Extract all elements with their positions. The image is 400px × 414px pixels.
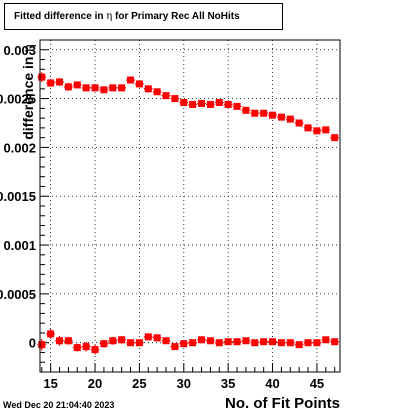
upper-series-point [91, 84, 99, 92]
lower-series-point [135, 339, 143, 347]
upper-series-point [251, 109, 259, 117]
y-tick-label: 0.002 [3, 140, 36, 155]
lower-series-point [322, 336, 330, 344]
chart-title: Fitted difference in η for Primary Rec A… [14, 11, 240, 22]
upper-series-point [73, 81, 81, 89]
upper-series-point [331, 134, 339, 142]
upper-series-point [127, 76, 135, 84]
upper-series-point [82, 84, 90, 92]
lower-series-point [144, 333, 152, 341]
upper-series-point [118, 84, 126, 92]
y-axis-label: difference in η [20, 12, 40, 172]
y-tick-label: 0.0015 [0, 189, 36, 204]
lower-series-point [224, 338, 232, 346]
upper-series-point [56, 78, 64, 86]
upper-series-point [242, 106, 250, 114]
lower-series-point [162, 337, 170, 345]
x-tick-label: 40 [265, 376, 279, 391]
x-axis-label: No. of Fit Points [225, 395, 340, 412]
y-tick-label: 0.0025 [0, 92, 36, 107]
upper-series-point [100, 86, 108, 94]
lower-series-point [91, 346, 99, 354]
upper-series-point [260, 109, 268, 117]
lower-series-point [304, 339, 312, 347]
x-tick-label: 45 [310, 376, 324, 391]
x-tick-label: 25 [132, 376, 146, 391]
upper-series-point [224, 100, 232, 108]
x-tick-label: 20 [88, 376, 102, 391]
upper-series-point [277, 113, 285, 121]
upper-series-point [109, 84, 117, 92]
lower-series-point [295, 341, 303, 349]
lower-series-point [242, 337, 250, 345]
lower-series-point [100, 340, 108, 348]
chart-title-prefix: Fitted difference in [14, 11, 104, 22]
lower-series-point [171, 343, 179, 351]
lower-series-point [277, 339, 285, 347]
y-tick-label: 0 [29, 336, 36, 351]
upper-series-point [269, 111, 277, 119]
lower-series-point [286, 339, 294, 347]
lower-series-point [206, 337, 214, 345]
lower-series-point [269, 338, 277, 346]
lower-series-point [47, 330, 55, 338]
lower-series-point [64, 337, 72, 345]
upper-series-point [162, 92, 170, 100]
upper-series-point [313, 127, 321, 135]
lower-series-point [215, 339, 223, 347]
lower-series-point [233, 338, 241, 346]
lower-series-point [56, 337, 64, 345]
upper-series-point [322, 126, 330, 134]
upper-series-point [64, 83, 72, 91]
lower-series-point [73, 344, 81, 352]
plot-area [40, 40, 340, 372]
y-axis-label-symbol: η [21, 44, 37, 53]
lower-series-point [127, 339, 135, 347]
lower-series-point [251, 339, 259, 347]
lower-series-point [198, 336, 206, 344]
upper-series-point [206, 100, 214, 108]
chart-title-box: Fitted difference in η for Primary Rec A… [4, 3, 283, 30]
upper-series-point [304, 124, 312, 132]
upper-series-point [180, 98, 188, 106]
timestamp: Wed Dec 20 21:04:40 2023 [3, 400, 115, 410]
lower-series-point [82, 343, 90, 351]
y-tick-label: 0.003 [3, 43, 36, 58]
lower-series-point [118, 336, 126, 344]
lower-series-point [180, 340, 188, 348]
upper-series-point [189, 100, 197, 108]
y-axis-label-text: difference in [20, 56, 36, 140]
x-tick-label: 30 [177, 376, 191, 391]
upper-series-point [171, 95, 179, 103]
upper-series-point [135, 80, 143, 88]
upper-series-point [47, 79, 55, 87]
plot-frame [39, 39, 341, 373]
y-tick-label: 0.001 [3, 238, 36, 253]
lower-series-point [109, 337, 117, 345]
upper-series-point [144, 85, 152, 93]
lower-series-point [153, 334, 161, 342]
lower-series-point [260, 338, 268, 346]
lower-series-point [189, 339, 197, 347]
upper-series-point [295, 119, 303, 127]
x-tick-label: 35 [221, 376, 235, 391]
upper-series-point [215, 98, 223, 106]
lower-series-point [331, 338, 339, 346]
eta-symbol: η [106, 11, 113, 22]
upper-series-point [198, 99, 206, 107]
x-tick-label: 15 [43, 376, 57, 391]
upper-series-point [38, 73, 46, 81]
lower-series-point [38, 341, 46, 349]
upper-series-point [233, 102, 241, 110]
upper-series-point [286, 115, 294, 123]
chart-title-suffix: for Primary Rec All NoHits [115, 11, 240, 22]
y-tick-label: 0.0005 [0, 287, 36, 302]
upper-series-point [153, 88, 161, 96]
lower-series-point [313, 339, 321, 347]
